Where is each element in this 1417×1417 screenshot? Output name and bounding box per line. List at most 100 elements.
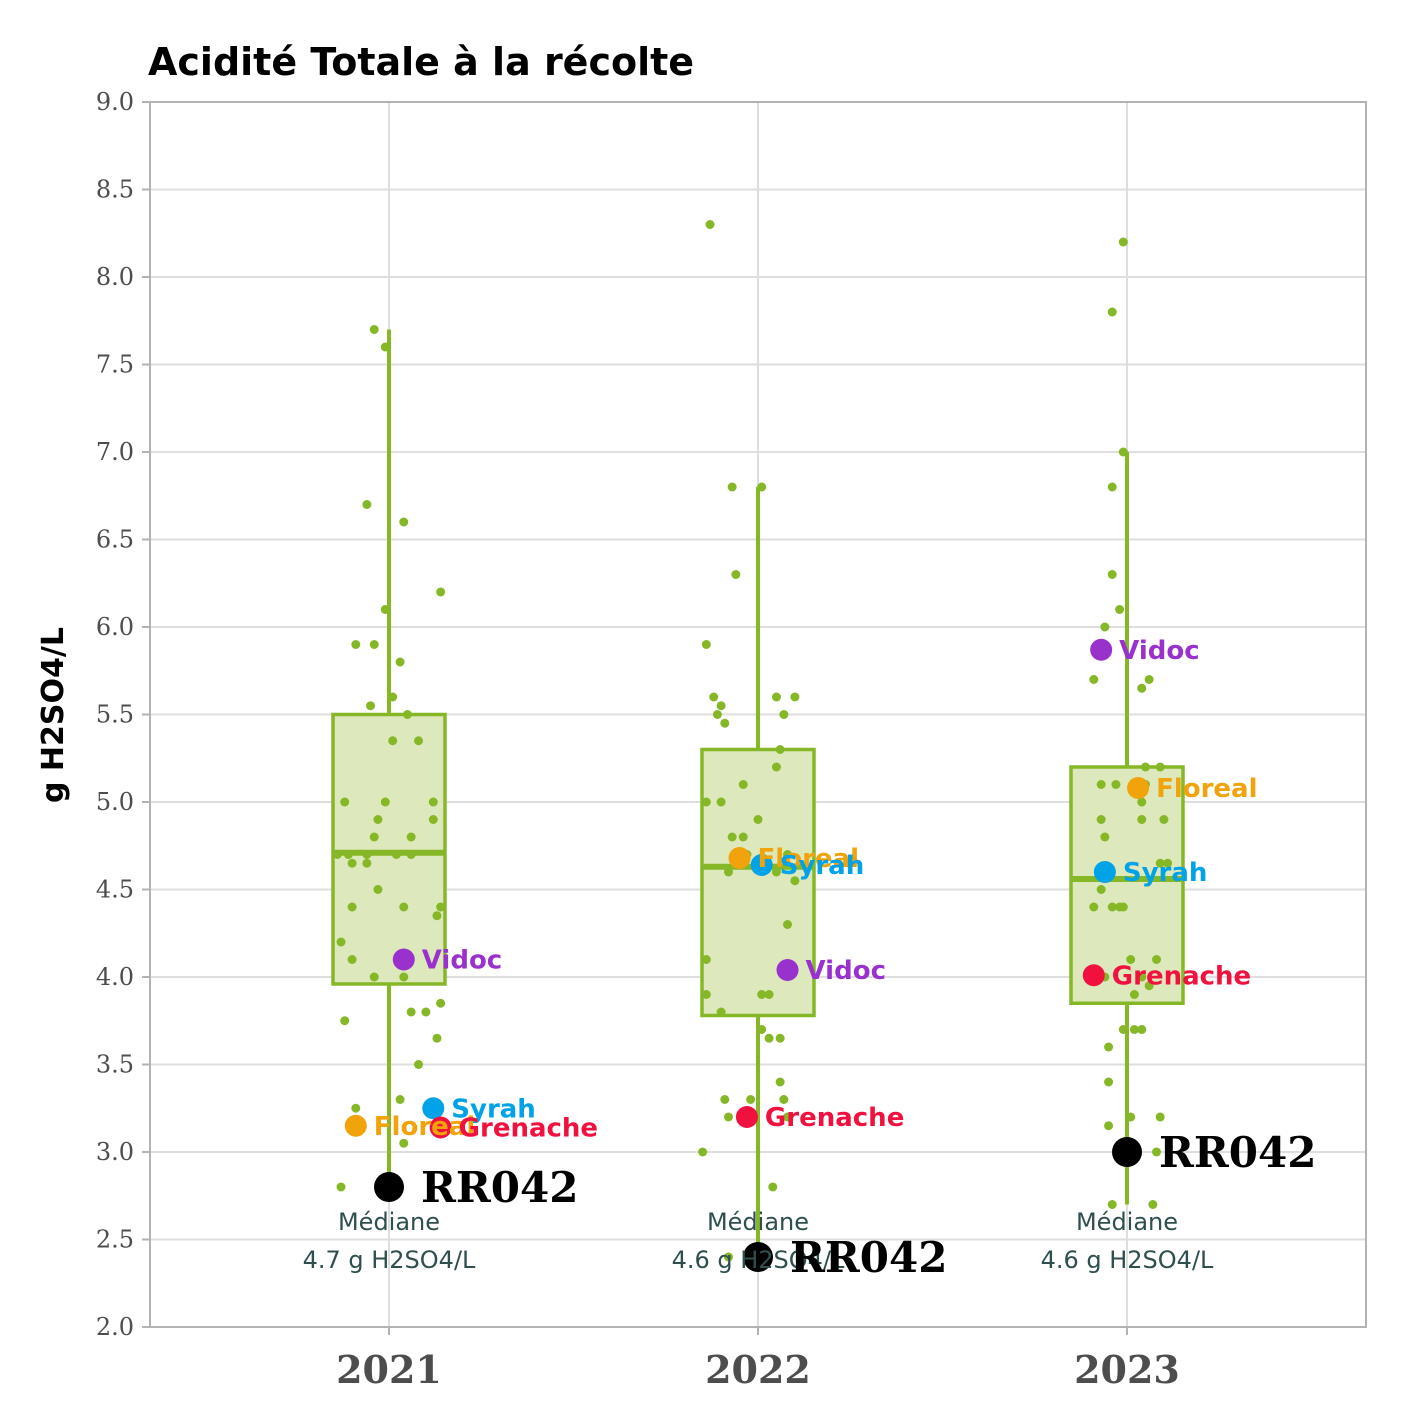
jitter-point [369,640,379,649]
jitter-point [723,1252,733,1262]
box [1069,765,1185,1005]
jitter-point [380,797,390,807]
jitter-point [1096,885,1106,894]
jitter-point [757,990,767,999]
jitter-point [395,657,405,667]
jitter-point [1118,447,1128,457]
jitter-point [373,815,383,824]
jitter-point [1104,1121,1114,1131]
variety-label: Grenache [1112,961,1251,991]
jitter-point [395,1095,405,1104]
variety-point [728,847,751,869]
jitter-point [783,850,793,859]
jitter-point [712,710,722,719]
jitter-point [705,220,715,229]
variety-point [392,948,415,971]
variety-point [422,1097,445,1120]
x-tick-label: 2023 [1074,1347,1180,1392]
jitter-point [436,902,446,912]
jitter-point [391,850,401,859]
median-label-title: Médiane [338,1208,440,1236]
reference-label: RR042 [1159,1128,1316,1177]
jitter-point [716,701,726,711]
variety-label: Syrah [451,1094,536,1124]
jitter-point [1148,1200,1158,1209]
y-tick-label: 4.0 [96,963,134,991]
jitter-point [402,710,412,719]
jitter-point [764,1033,774,1043]
jitter-point [771,762,781,772]
jitter-point [731,570,741,579]
variety-label: Syrah [1123,858,1208,888]
median-label-value: 4.6 g H2SO4/L [1041,1246,1214,1274]
reference-label: RR042 [790,1233,947,1282]
jitter-point [369,832,379,842]
jitter-point [1126,1112,1136,1122]
jitter-point [369,972,379,982]
jitter-point [1107,1200,1117,1209]
jitter-point [347,858,357,868]
jitter-point [1155,762,1165,772]
jitter-point [698,1147,708,1157]
y-tick-label: 4.5 [96,876,134,904]
jitter-point [1144,675,1154,684]
jitter-point [406,1007,416,1017]
jitter-point [380,342,390,352]
reference-label: RR042 [421,1163,578,1212]
jitter-point [709,692,719,702]
jitter-point [720,1095,730,1104]
jitter-point [1096,815,1106,824]
jitter-point [428,797,438,807]
jitter-point [775,1077,785,1087]
jitter-point [432,911,442,921]
jitter-point [1159,815,1169,824]
jitter-point [746,1095,756,1104]
jitter-point [701,640,711,649]
variety-label: Floreal [1156,774,1257,804]
jitter-point [1104,1077,1114,1087]
jitter-point [366,701,376,711]
jitter-point [1155,858,1165,868]
jitter-point [436,998,446,1008]
variety-point [750,854,773,876]
jitter-point [1144,981,1154,991]
jitter-point [351,640,361,649]
jitter-point [757,1025,767,1034]
jitter-point [771,867,781,877]
jitter-point [716,797,726,807]
y-tick-label: 5.5 [96,701,134,729]
jitter-point [1118,902,1128,912]
jitter-point [1107,307,1117,317]
jitter-point [790,876,800,886]
variety-point [1090,638,1113,661]
jitter-points [332,220,1173,1272]
jitter-point [701,797,711,807]
jitter-point [779,1095,789,1104]
jitter-point [1100,622,1110,632]
y-tick-label: 8.0 [96,263,134,291]
box [331,712,447,986]
jitter-point [1089,902,1099,912]
jitter-point [783,920,793,929]
jitter-point [362,858,372,868]
jitter-point [1137,683,1147,693]
variety-point [344,1114,367,1137]
jitter-point [720,718,730,728]
x-tick-label: 2022 [705,1347,811,1392]
variety-point [735,1106,758,1128]
jitter-point [347,955,357,964]
variety-point [776,959,799,981]
jitter-point [1155,1112,1165,1122]
y-tick-label: 5.0 [96,788,134,816]
y-tick-label: 3.5 [96,1051,134,1079]
jitter-point [406,832,416,842]
jitter-point [336,937,346,947]
jitter-point [1115,605,1125,614]
jitter-point [428,815,438,824]
jitter-point [1096,780,1106,789]
jitter-point [753,815,763,824]
x-tick-label: 2021 [336,1347,442,1392]
jitter-point [351,1103,361,1113]
variety-label: Syrah [780,851,865,881]
